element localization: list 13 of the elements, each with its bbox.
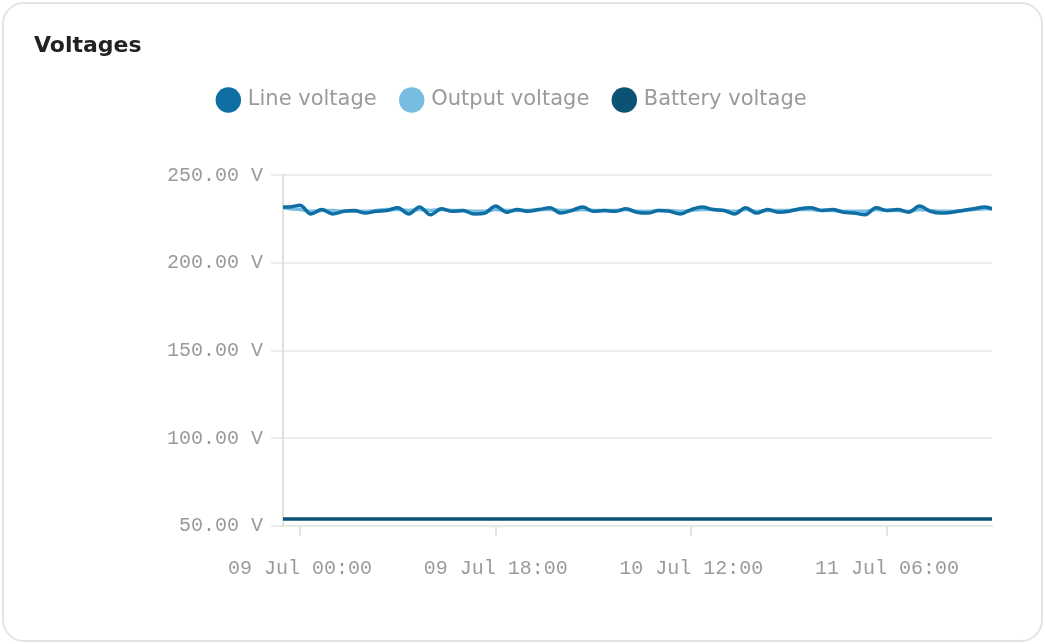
y-tick-label: 250.00 V [166,163,263,187]
x-tick-label: 09 Jul 00:00 [228,557,373,581]
x-tick-label: 11 Jul 06:00 [814,557,959,581]
x-tick-label: 10 Jul 12:00 [619,557,764,581]
y-tick-label: 50.00 V [178,514,263,538]
legend-label: Line voltage [247,86,377,111]
y-tick-label: 150.00 V [166,339,263,362]
x-tick-label: 09 Jul 18:00 [423,557,568,581]
y-tick-label: 100.00 V [166,426,263,450]
legend-label: Battery voltage [643,86,807,111]
y-tick-label: 200.00 V [166,251,263,275]
text: Voltages [34,31,142,57]
legend-label: Output voltage [431,86,590,111]
